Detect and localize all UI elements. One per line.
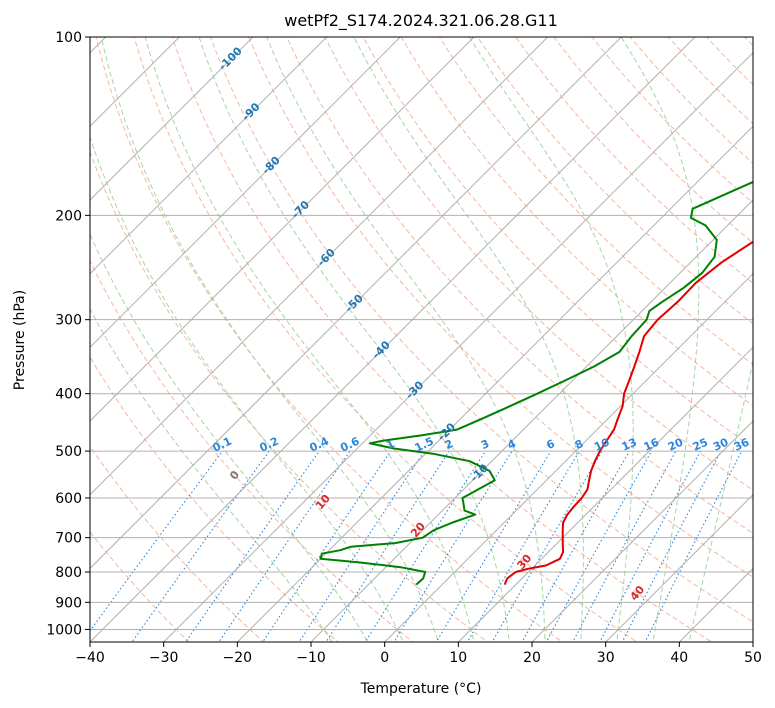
y-tick-label: 600 xyxy=(55,491,82,507)
x-tick-label: 20 xyxy=(523,650,541,666)
dry-adiabat-line xyxy=(438,37,753,366)
y-tick-label: 800 xyxy=(55,565,82,581)
isotherms xyxy=(90,37,753,642)
x-tick-label: −40 xyxy=(75,650,105,666)
moist-adiabat-line xyxy=(144,37,475,642)
background-lines xyxy=(90,24,775,654)
dry-adiabat-line xyxy=(95,37,564,642)
isotherm-line xyxy=(90,37,254,201)
mixing-ratio-line xyxy=(491,450,603,642)
mixing-ratio-line xyxy=(545,450,653,642)
mixing-ratio-line xyxy=(262,450,392,642)
moist-adiabat-line xyxy=(469,37,634,642)
mixing-ratio-label: 20 xyxy=(666,435,686,453)
x-tick-label: 50 xyxy=(744,650,762,666)
mixing-ratio-line xyxy=(185,450,320,642)
dry-adiabat-line xyxy=(770,24,775,654)
x-tick-label: 40 xyxy=(670,650,688,666)
isotherm-line xyxy=(310,199,753,642)
mixing-ratio-line xyxy=(131,450,270,642)
moist-adiabat-line xyxy=(100,37,440,642)
x-axis-label: Temperature (°C) xyxy=(360,681,482,697)
mixing-ratio-label: 10 xyxy=(592,435,612,453)
dry-adiabat-line xyxy=(133,37,638,642)
isotherm-line xyxy=(604,493,753,642)
isotherm-line xyxy=(383,272,753,642)
mixing-ratio-line xyxy=(325,450,450,642)
mixing-ratio-label: 30 xyxy=(711,435,731,453)
x-tick-label: 0 xyxy=(380,650,389,666)
y-tick-label: 700 xyxy=(55,531,82,547)
y-tick-label: 100 xyxy=(55,30,82,46)
dry-adiabat-line xyxy=(286,37,753,534)
mixing-ratio-label: 13 xyxy=(620,436,639,454)
isotherm-line xyxy=(90,37,402,349)
x-tick-label: −20 xyxy=(223,650,253,666)
dry-adiabat-line xyxy=(90,356,339,642)
mixing-ratio-line xyxy=(435,450,552,642)
isotherm-line xyxy=(162,51,753,642)
isotherm-line xyxy=(531,420,753,642)
mixing-ratio-line xyxy=(466,450,580,642)
dry-adiabat-line xyxy=(476,37,753,325)
moist-adiabat-line xyxy=(90,135,404,642)
y-axis-label: Pressure (hPa) xyxy=(12,290,28,390)
mixing-ratio-label: 36 xyxy=(732,435,752,453)
isotherm-line xyxy=(90,37,328,275)
temperature-profile-line xyxy=(503,240,753,585)
moist-adiabat-line xyxy=(620,37,700,642)
axes: −40 −30 −20 −10 0 10 20 30 40 50 100 200 300 400 500 60… xyxy=(46,30,762,666)
x-tick-label: 10 xyxy=(449,650,467,666)
y-tick-label: 400 xyxy=(55,387,82,403)
dry-adiabat-line xyxy=(400,37,753,407)
dry-adiabat-line xyxy=(362,37,753,449)
mixing-ratio-label: 16 xyxy=(642,435,662,453)
dry-adiabat-line xyxy=(209,37,753,623)
dry-adiabat-line xyxy=(324,37,753,491)
dry-adiabat-line xyxy=(591,37,753,204)
moist-adiabat-line xyxy=(198,37,510,642)
dry-adiabat-line xyxy=(90,259,414,642)
mixing-ratio-line xyxy=(218,450,351,642)
profiles xyxy=(319,180,753,586)
mixing-ratio-line xyxy=(644,450,743,642)
isotherm-line xyxy=(236,125,753,642)
dry-adiabat-line xyxy=(90,150,489,642)
isotherm-line xyxy=(90,37,623,570)
dry-adiabat-line xyxy=(515,37,753,284)
y-tick-label: 1000 xyxy=(46,622,82,638)
x-tick-label: −10 xyxy=(296,650,326,666)
y-tick-label: 200 xyxy=(55,208,82,224)
isotherm-line xyxy=(457,346,753,642)
mixing-ratio-line xyxy=(298,450,425,642)
moist-adiabat-line xyxy=(266,37,546,642)
pressure-grid xyxy=(90,37,753,630)
y-tick-label: 300 xyxy=(55,313,82,329)
moist-adiabat-line xyxy=(90,232,369,642)
x-tick-label: 30 xyxy=(597,650,615,666)
plot-frame xyxy=(89,36,754,643)
moist-adiabat-line xyxy=(688,358,753,642)
y-tick-label: 900 xyxy=(55,595,82,611)
isotherm-line xyxy=(90,37,696,642)
moist-adiabat-line xyxy=(90,308,333,642)
chart-title: wetPf2_S174.2024.321.06.28.G11 xyxy=(284,11,558,31)
dry-adiabat-line xyxy=(171,37,713,642)
y-tick-label: 500 xyxy=(55,444,82,460)
isotherm-line xyxy=(90,37,475,422)
dewpoint-profile-line xyxy=(319,180,753,586)
x-tick-label: −30 xyxy=(149,650,179,666)
isotherm-line xyxy=(90,37,549,496)
dry-adiabat-line xyxy=(553,37,753,244)
mixing-ratio-label: 25 xyxy=(691,436,710,454)
